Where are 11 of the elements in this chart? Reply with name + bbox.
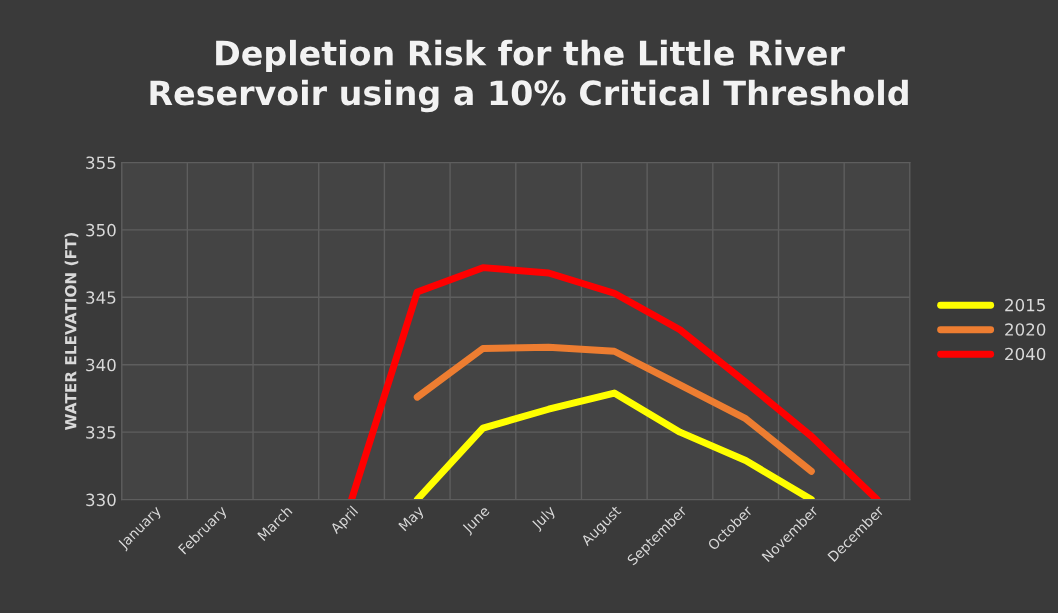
y-tick-label: 355 (86, 156, 116, 170)
chart-title: Depletion Risk for the Little River Reservoir using a 10% Critical Threshold (150, 39, 908, 113)
y-tick-label: 340 (86, 358, 116, 372)
y-tick-label: 330 (86, 493, 116, 507)
legend-label: 2040 (1005, 347, 1046, 361)
y-tick-label: 345 (86, 291, 116, 304)
y-axis-title: WATER ELEVATION (FT) (64, 232, 79, 430)
y-tick-label: 335 (86, 426, 116, 439)
legend-label: 2020 (1005, 323, 1046, 336)
legend-label: 2015 (1005, 298, 1045, 312)
y-tick-label: 350 (86, 223, 116, 237)
